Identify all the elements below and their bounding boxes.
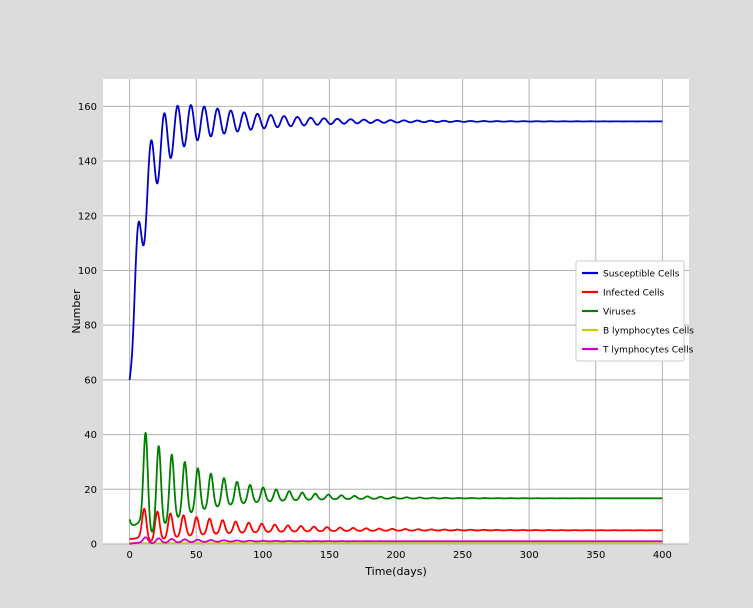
x-tick-label: 200 [386, 550, 405, 561]
x-tick-label: 150 [320, 550, 339, 561]
y-tick-label: 60 [84, 375, 97, 386]
series-line-infected-cells [129, 507, 663, 542]
series-lines [128, 104, 663, 545]
series-line-viruses [128, 431, 663, 533]
legend-entry: Susceptible Cells [603, 270, 680, 280]
y-tick-label: 40 [84, 430, 97, 441]
y-tick-label: 20 [84, 485, 97, 496]
y-tick-label: 140 [78, 157, 97, 168]
y-tick-label: 100 [78, 266, 97, 277]
series-line-t-lymphocytes-cells [129, 536, 663, 545]
x-tick-label: 100 [253, 550, 272, 561]
y-tick-label: 120 [78, 211, 97, 222]
legend-entry: Viruses [603, 308, 636, 318]
axis-ticks: 0 50 100 150 200 250 300 350 400 0 20 40 60 80 100 120 1… [78, 102, 672, 561]
y-axis-label: Number [70, 289, 83, 334]
x-tick-label: 300 [520, 550, 539, 561]
y-tick-label: 160 [78, 102, 97, 113]
x-tick-label: 0 [126, 550, 132, 561]
series-line-susceptible-cells [128, 104, 663, 380]
y-tick-label: 0 [91, 540, 97, 551]
x-tick-label: 50 [190, 550, 203, 561]
legend-entry: Infected Cells [603, 289, 664, 299]
x-tick-label: 250 [453, 550, 472, 561]
x-axis-label: Time(days) [364, 565, 426, 578]
x-tick-label: 400 [653, 550, 672, 561]
legend: Susceptible Cells Infected Cells Viruses B … [575, 260, 694, 362]
legend-entry: T lymphocytes Cells [602, 346, 694, 356]
x-tick-label: 350 [586, 550, 605, 561]
y-tick-label: 80 [84, 321, 97, 332]
legend-entry: B lymphocytes Cells [603, 327, 694, 337]
legend-box [575, 260, 685, 362]
